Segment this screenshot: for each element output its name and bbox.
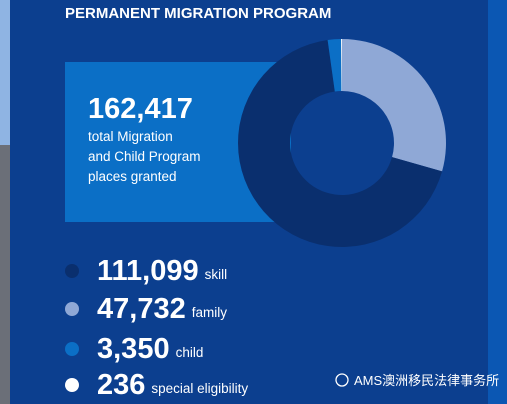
donut-segment (342, 39, 447, 172)
donut (238, 39, 447, 248)
legend-label: special eligibility (151, 381, 248, 396)
chart-title: PERMANENT MIGRATION PROGRAM (65, 5, 331, 22)
left-strip-gray (0, 145, 10, 404)
legend-label: family (192, 305, 228, 320)
left-strip (0, 0, 10, 145)
legend-dot (65, 264, 79, 278)
legend-value: 236 (97, 369, 145, 401)
legend-value: 111,099 (97, 255, 199, 287)
legend-label: child (176, 345, 204, 360)
legend-label: skill (205, 267, 228, 282)
donut-segment (238, 39, 443, 248)
total-label: total Migration (88, 129, 173, 144)
legend: 111,099 skill 47,732 family 3,350 child 236 spe… (65, 255, 248, 401)
total-label: places granted (88, 169, 177, 184)
watermark: AMS澳洲移民法律事务所 (335, 373, 499, 388)
right-strip (488, 0, 507, 404)
legend-value: 3,350 (97, 333, 170, 365)
total-value: 162,417 (88, 93, 193, 125)
watermark-text: AMS澳洲移民法律事务所 (354, 373, 499, 388)
legend-dot (65, 378, 79, 392)
donut-segment (327, 39, 342, 92)
legend-dot (65, 302, 79, 316)
watermark-icon (335, 373, 349, 387)
donut-segment (341, 39, 342, 92)
legend-dot (65, 342, 79, 356)
legend-value: 47,732 (97, 293, 186, 325)
total-label: and Child Program (88, 149, 201, 164)
